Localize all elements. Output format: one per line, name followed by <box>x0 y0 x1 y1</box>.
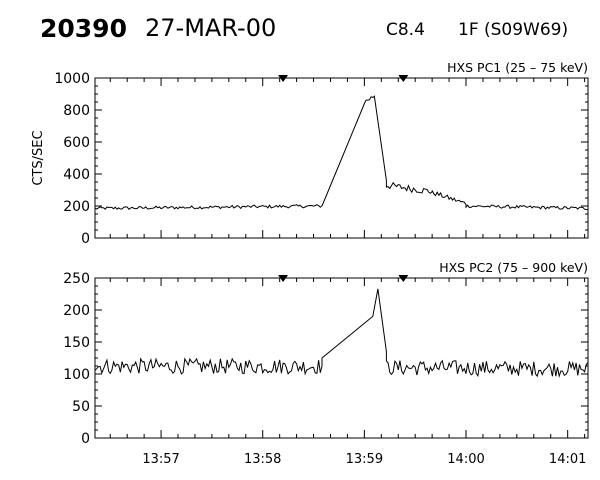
pc2-ytick-label: 0 <box>81 431 90 447</box>
pc2-ytick-label: 100 <box>63 367 90 383</box>
x-tick-label: 13:57 <box>142 452 179 467</box>
pc1-ytick-label: 400 <box>63 167 90 183</box>
pc2-marker <box>278 275 289 282</box>
goes-class: C8.4 <box>386 20 425 40</box>
pc2-ytick-label: 50 <box>72 399 90 415</box>
y-axis-label: CTS/SEC <box>31 130 46 185</box>
event-date: 27-MAR-00 <box>145 14 277 42</box>
pc1-marker <box>278 75 289 82</box>
pc1-ytick-label: 800 <box>63 103 90 119</box>
pc1-ytick-label: 600 <box>63 135 90 151</box>
pc2-series-line <box>94 288 589 378</box>
pc2-frame <box>94 277 589 439</box>
pc1-ytick-label: 0 <box>81 231 90 247</box>
event-number: 20390 <box>40 14 127 43</box>
pc1-series-line <box>94 95 589 211</box>
pc1-marker <box>398 75 409 82</box>
pc1-ytick-label: 200 <box>63 199 90 215</box>
pc2-ytick-label: 150 <box>63 335 90 351</box>
pc1-title: HXS PC1 (25 – 75 keV) <box>447 60 588 75</box>
x-tick-label: 13:58 <box>244 452 281 467</box>
pc1-ytick-label: 1000 <box>54 71 90 87</box>
pc2-title: HXS PC2 (75 – 900 keV) <box>439 260 588 275</box>
x-tick-label: 13:59 <box>346 452 383 467</box>
flare-location: 1F (S09W69) <box>458 20 569 40</box>
x-tick-label: 14:01 <box>549 452 586 467</box>
x-tick-label: 14:00 <box>447 452 484 467</box>
pc2-ytick-label: 250 <box>63 271 90 287</box>
pc2-ytick-label: 200 <box>63 303 90 319</box>
pc2-marker <box>398 275 409 282</box>
